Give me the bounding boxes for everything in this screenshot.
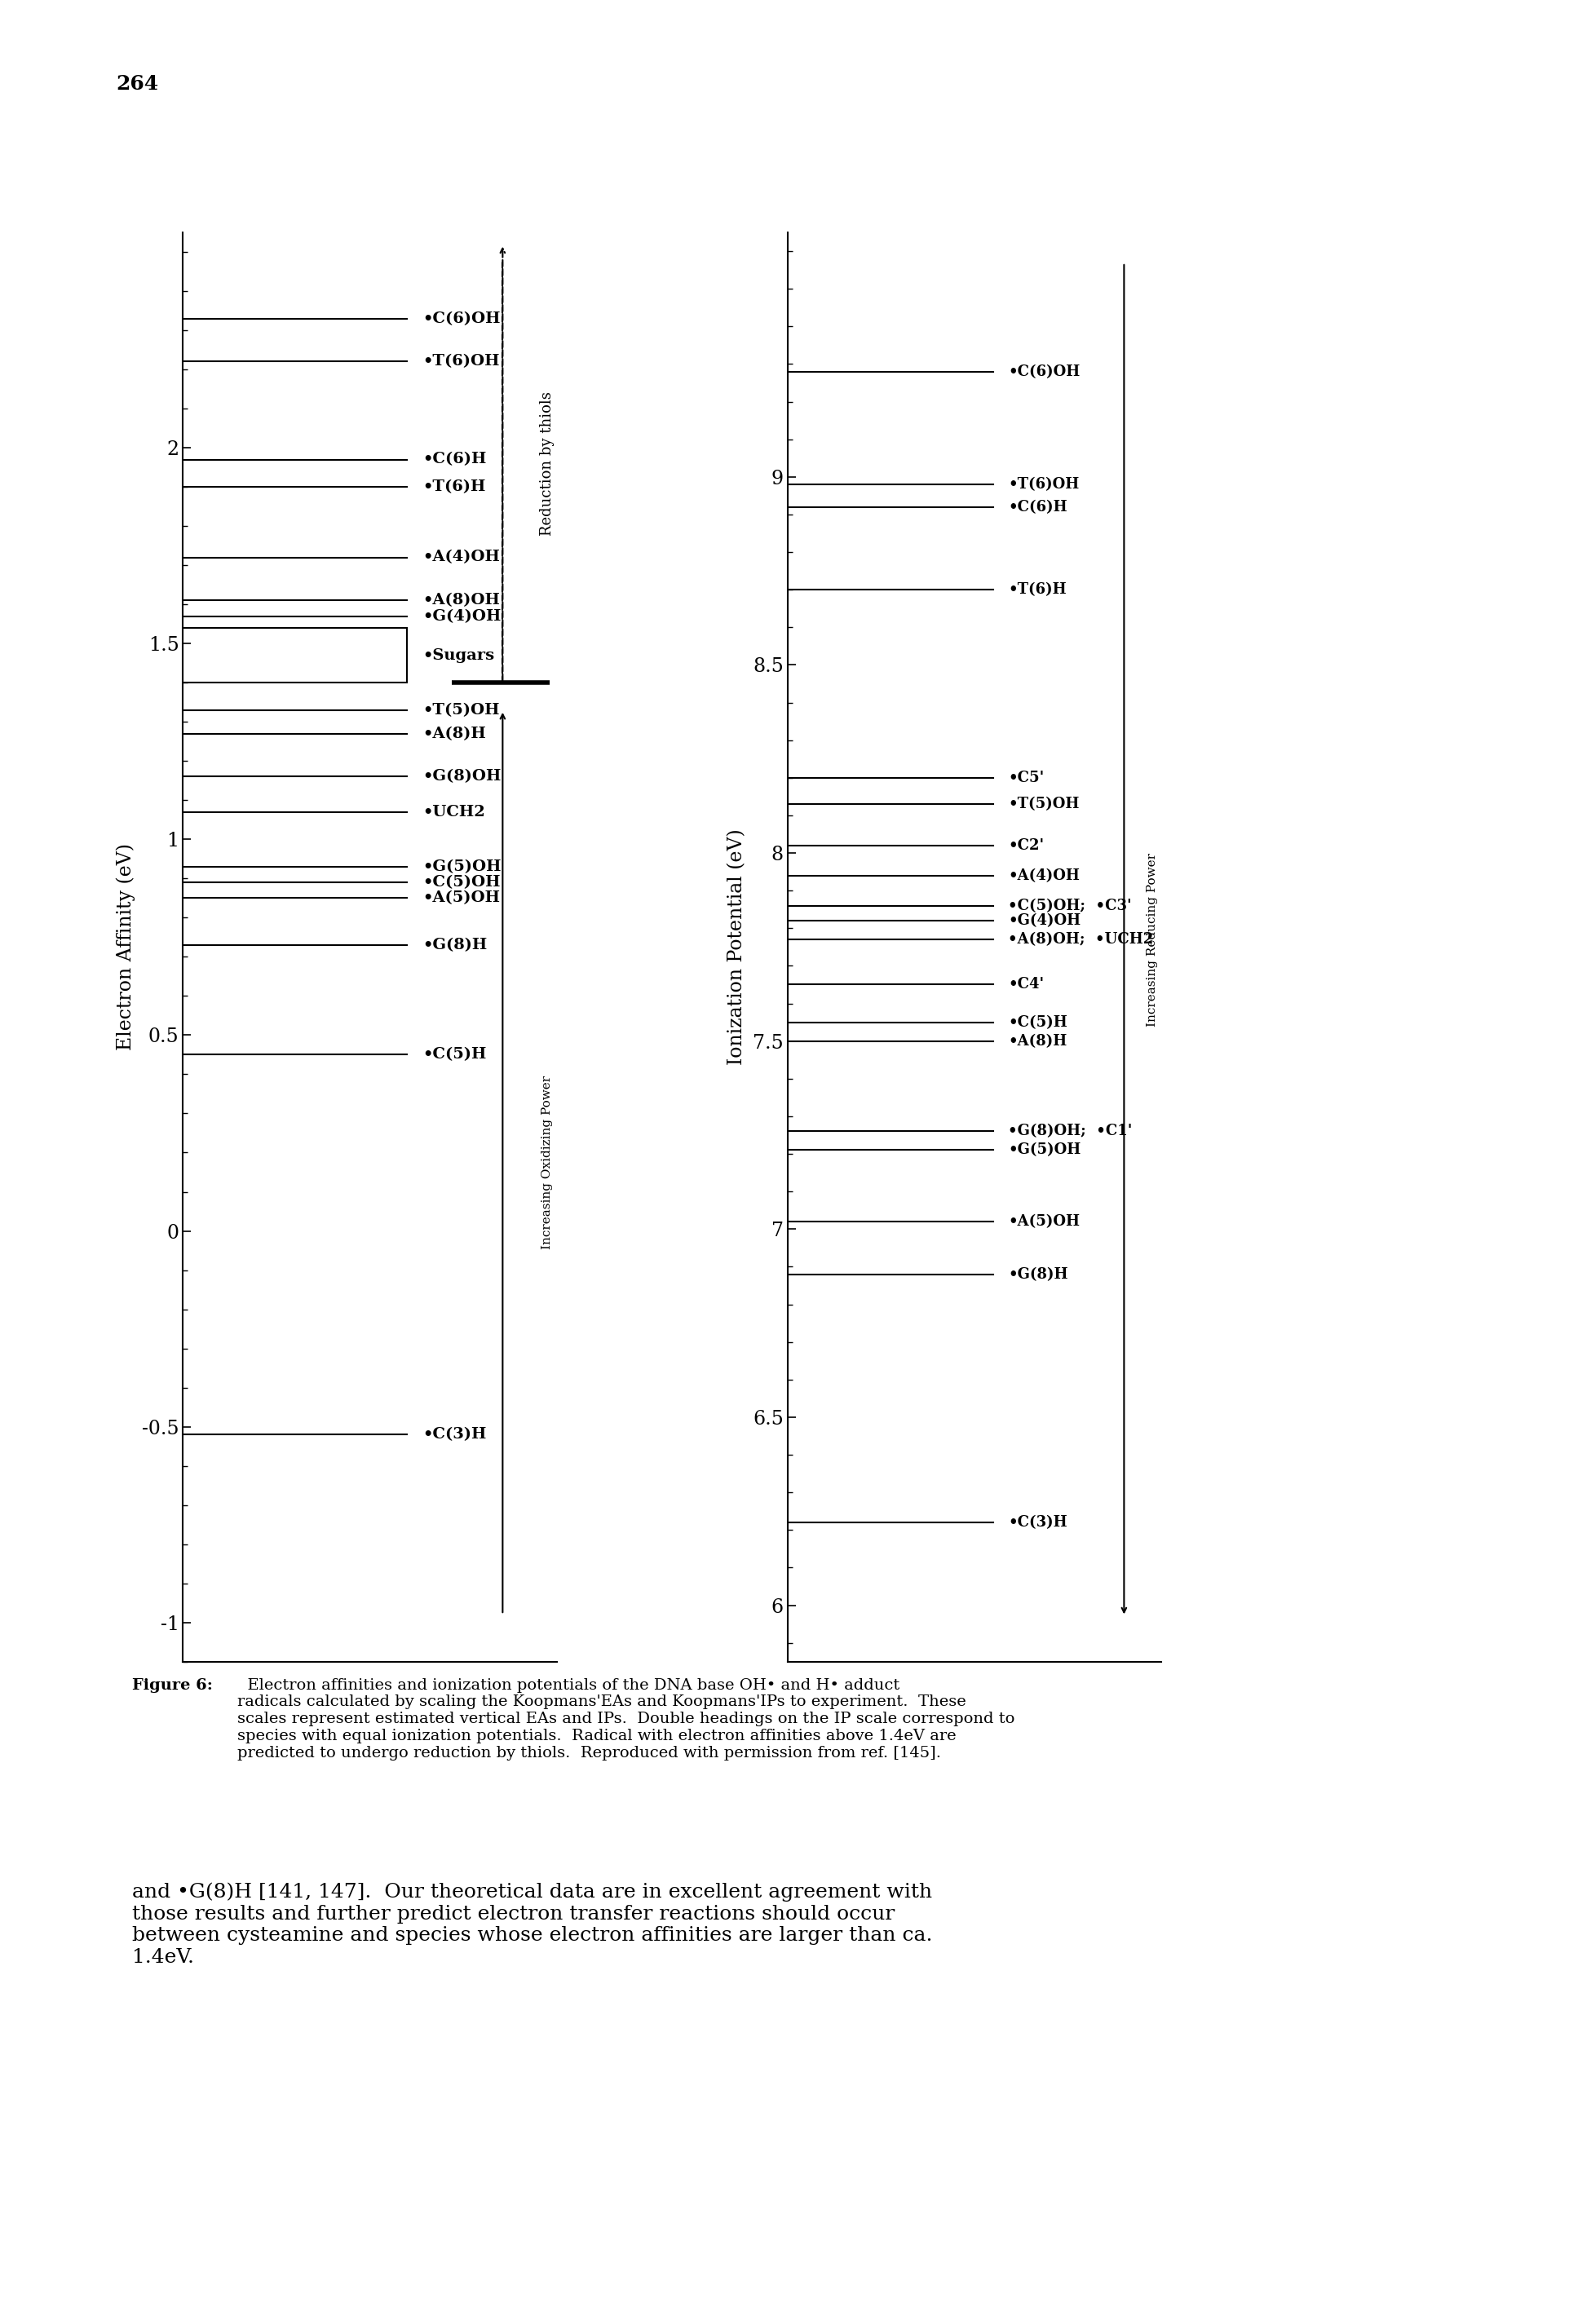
Text: and •G(8)H [141, 147].  Our theoretical data are in excellent agreement with
tho: and •G(8)H [141, 147]. Our theoretical d…: [132, 1882, 932, 1966]
Text: •C4': •C4': [1009, 978, 1044, 992]
Text: Figure 6:: Figure 6:: [132, 1678, 213, 1692]
Text: •G(8)H: •G(8)H: [1009, 1267, 1068, 1281]
Text: •T(5)OH: •T(5)OH: [1009, 797, 1079, 811]
Y-axis label: Electron Affinity (eV): Electron Affinity (eV): [116, 844, 135, 1050]
Text: •G(5)OH: •G(5)OH: [422, 860, 501, 874]
Text: •A(5)OH: •A(5)OH: [1009, 1213, 1080, 1229]
Text: •C(6)H: •C(6)H: [422, 453, 487, 467]
Text: •C(6)OH: •C(6)OH: [1009, 365, 1080, 379]
Text: •C(5)H: •C(5)H: [1009, 1016, 1068, 1030]
Text: •G(4)OH: •G(4)OH: [1009, 913, 1080, 927]
Text: •G(8)OH: •G(8)OH: [422, 769, 501, 783]
Text: •C2': •C2': [1009, 839, 1044, 853]
Text: 264: 264: [116, 74, 159, 93]
Text: •G(8)OH;  •C1': •G(8)OH; •C1': [1009, 1125, 1133, 1139]
Bar: [183, 627, 407, 683]
Text: •A(4)OH: •A(4)OH: [1009, 869, 1080, 883]
Text: •A(8)H: •A(8)H: [422, 727, 485, 741]
Text: •C(5)OH: •C(5)OH: [422, 876, 500, 890]
Text: •T(6)H: •T(6)H: [422, 479, 485, 495]
Text: •C(5)OH;  •C3': •C(5)OH; •C3': [1009, 899, 1131, 913]
Text: •C(3)H: •C(3)H: [1009, 1515, 1068, 1529]
Text: •G(5)OH: •G(5)OH: [1009, 1143, 1080, 1157]
Text: •A(5)OH: •A(5)OH: [422, 890, 500, 906]
Text: •C(6)H: •C(6)H: [1009, 500, 1068, 514]
Text: •G(4)OH: •G(4)OH: [422, 609, 501, 623]
Text: •T(6)OH: •T(6)OH: [1009, 476, 1079, 493]
Text: •G(8)H: •G(8)H: [422, 937, 487, 953]
Text: •A(8)H: •A(8)H: [1009, 1034, 1068, 1048]
Text: Increasing Reducing Power: Increasing Reducing Power: [1147, 853, 1158, 1027]
Y-axis label: Ionization Potential (eV): Ionization Potential (eV): [727, 830, 746, 1064]
Text: •C5': •C5': [1009, 772, 1044, 786]
Text: •C(3)H: •C(3)H: [422, 1427, 487, 1441]
Text: Increasing Oxidizing Power: Increasing Oxidizing Power: [543, 1076, 554, 1250]
Text: •T(6)H: •T(6)H: [1009, 583, 1066, 597]
Text: •C(6)OH: •C(6)OH: [422, 311, 500, 325]
Text: •UCH2: •UCH2: [422, 804, 485, 820]
Text: •A(8)OH: •A(8)OH: [422, 593, 500, 609]
Text: •A(8)OH;  •UCH2: •A(8)OH; •UCH2: [1009, 932, 1153, 946]
Text: Electron affinities and ionization potentials of the DNA base OH• and H• adduct
: Electron affinities and ionization poten…: [237, 1678, 1015, 1762]
Text: •T(6)OH: •T(6)OH: [422, 353, 500, 370]
Text: •Sugars: •Sugars: [422, 648, 495, 662]
Text: •T(5)OH: •T(5)OH: [422, 702, 500, 718]
Text: •C(5)H: •C(5)H: [422, 1048, 487, 1062]
Text: •A(4)OH: •A(4)OH: [422, 551, 500, 565]
Text: Reduction by thiols: Reduction by thiols: [541, 390, 555, 535]
